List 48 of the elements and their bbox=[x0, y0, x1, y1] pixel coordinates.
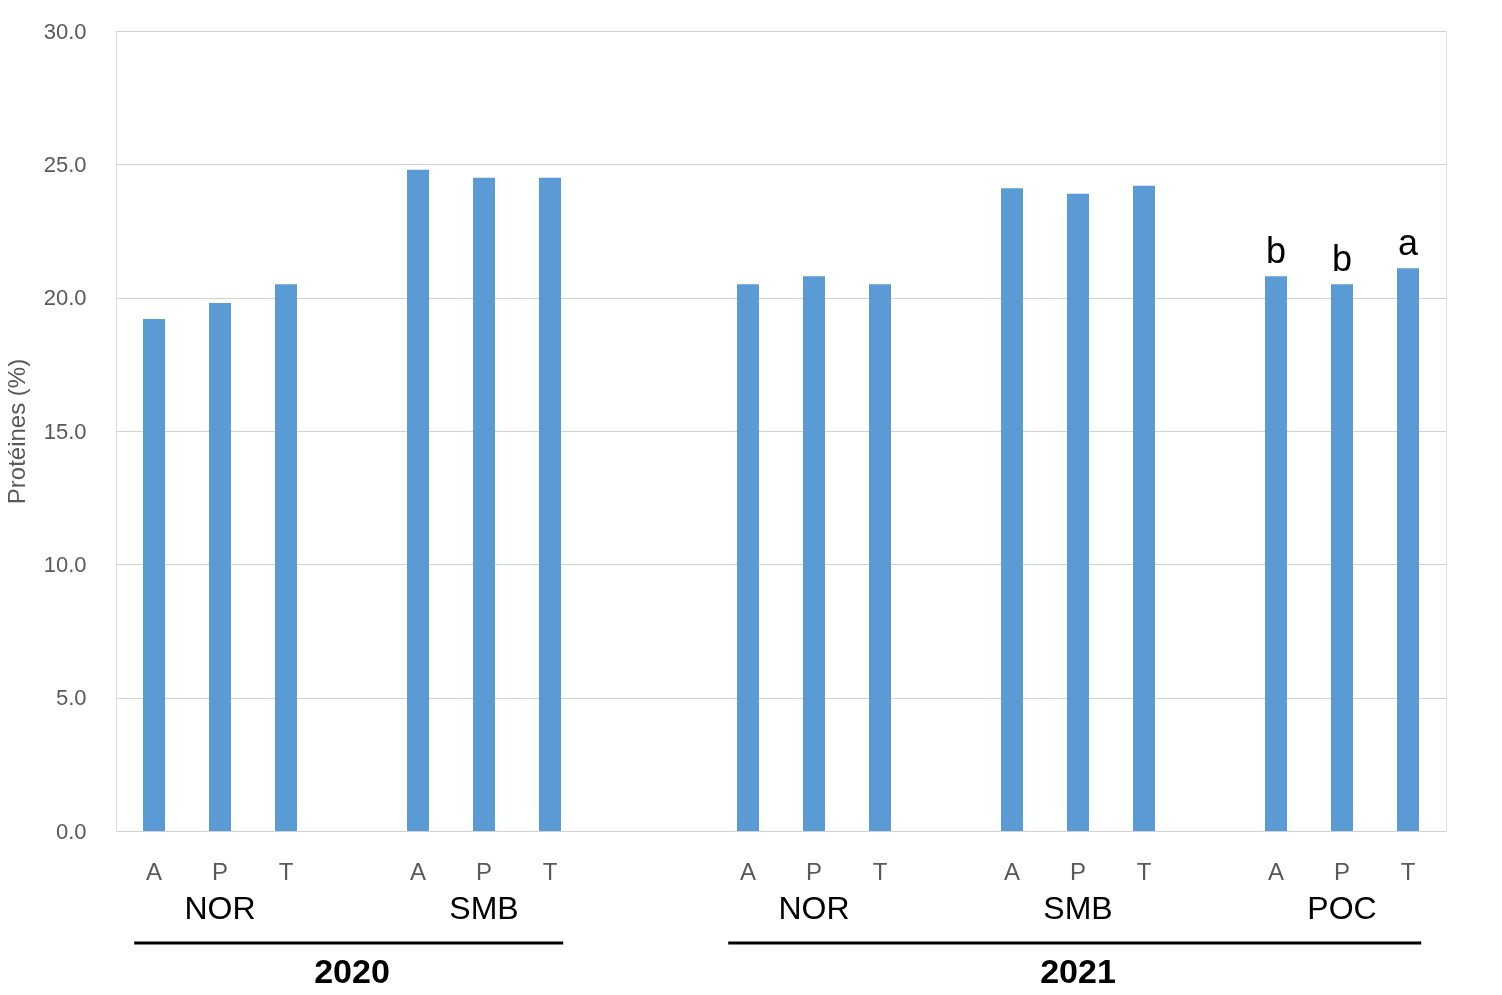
bar bbox=[1265, 276, 1287, 831]
y-tick-label: 5.0 bbox=[55, 685, 87, 711]
bar bbox=[869, 284, 891, 831]
text: NOR bbox=[778, 890, 850, 926]
bar bbox=[407, 169, 429, 831]
y-tick-label: 10.0 bbox=[43, 551, 87, 577]
text: POC bbox=[1307, 890, 1377, 926]
bar bbox=[539, 177, 561, 831]
y-tick-label: 15.0 bbox=[43, 418, 87, 444]
text: SMB bbox=[1043, 890, 1113, 926]
x-tick-label: A bbox=[739, 858, 757, 885]
x-tick-label: T bbox=[1400, 858, 1416, 885]
text: NOR bbox=[184, 890, 256, 926]
x-tick-label: P bbox=[1069, 858, 1087, 885]
x-tick-label: T bbox=[278, 858, 294, 885]
bar bbox=[143, 319, 165, 831]
y-tick-label: 25.0 bbox=[43, 151, 87, 177]
bar bbox=[275, 284, 297, 831]
x-tick-label: T bbox=[542, 858, 558, 885]
x-tick-label: P bbox=[805, 858, 823, 885]
bar bbox=[209, 303, 231, 831]
x-tick-label: A bbox=[1267, 858, 1285, 885]
bar bbox=[737, 284, 759, 831]
text: 2021 bbox=[1040, 952, 1116, 990]
bar bbox=[1067, 193, 1089, 831]
x-tick-label: A bbox=[145, 858, 163, 885]
data-label: a bbox=[1397, 222, 1419, 264]
bar bbox=[803, 276, 825, 831]
x-tick-label: P bbox=[211, 858, 229, 885]
x-tick-label: T bbox=[1136, 858, 1152, 885]
text: SMB bbox=[449, 890, 519, 926]
y-tick-label: 20.0 bbox=[43, 285, 87, 311]
bar bbox=[1331, 284, 1353, 831]
y-tick-label: 0.0 bbox=[55, 818, 87, 844]
bar bbox=[1397, 268, 1419, 831]
y-tick-label: 30.0 bbox=[43, 18, 87, 44]
data-label: b bbox=[1331, 238, 1353, 280]
bar bbox=[473, 177, 495, 831]
x-tick-label: A bbox=[409, 858, 427, 885]
x-tick-label: A bbox=[1003, 858, 1021, 885]
data-label: b bbox=[1265, 230, 1287, 272]
x-tick-label: T bbox=[872, 858, 888, 885]
text: 2020 bbox=[314, 952, 390, 990]
bar bbox=[1001, 188, 1023, 831]
x-tick-label: P bbox=[475, 858, 493, 885]
bar bbox=[1133, 185, 1155, 831]
y-axis-title: Protéines (%) bbox=[2, 358, 30, 505]
x-tick-label: P bbox=[1333, 858, 1351, 885]
